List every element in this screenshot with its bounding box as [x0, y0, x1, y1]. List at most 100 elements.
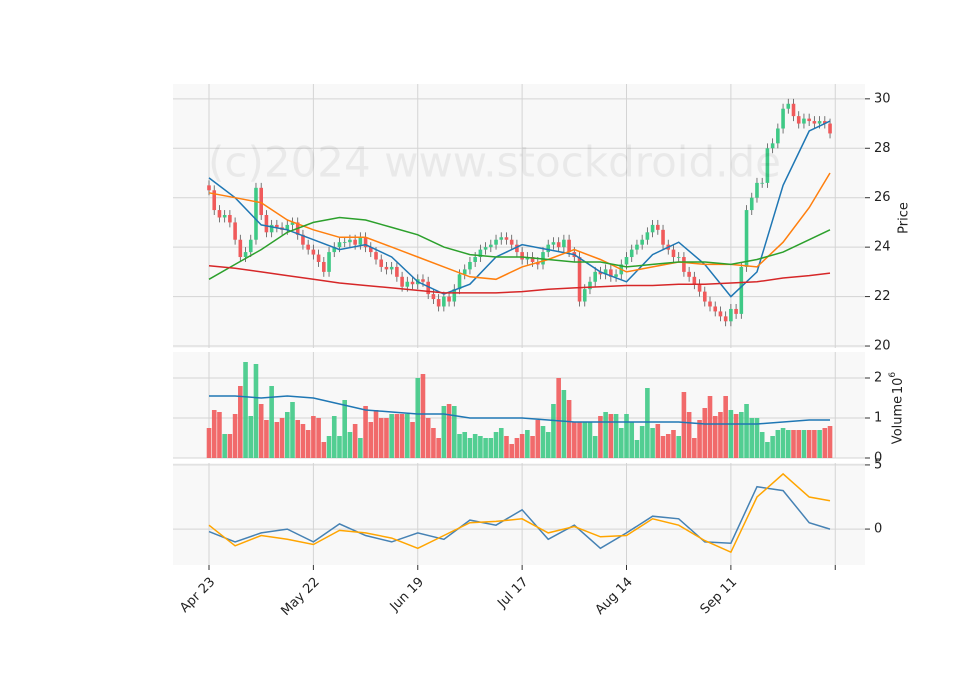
candle-body	[760, 182, 764, 184]
candle-body	[556, 242, 561, 248]
volume-bar	[264, 420, 269, 458]
candle-body	[796, 116, 801, 124]
volume-bar	[232, 414, 238, 458]
candle-body	[650, 224, 655, 233]
scale-base: 10	[891, 378, 906, 395]
volume-bar	[227, 434, 233, 458]
volume-bar	[373, 410, 379, 458]
candle-body	[499, 237, 504, 240]
volume-bar	[535, 420, 541, 458]
candle-body	[520, 252, 524, 260]
volume-bar	[472, 434, 478, 458]
volume-bar	[770, 436, 775, 458]
candle-body	[723, 316, 728, 322]
candle-body	[442, 296, 446, 307]
volume-bar	[812, 430, 817, 458]
volume-bar	[702, 408, 708, 458]
candle-body	[233, 222, 237, 240]
volume-bar	[733, 414, 739, 458]
candle-body	[269, 224, 274, 233]
volume-bar	[645, 388, 650, 458]
volume-bar	[556, 378, 561, 458]
candle-body	[395, 266, 399, 277]
volume-bar	[759, 432, 765, 458]
volume-bar	[692, 438, 697, 458]
volume-bar	[311, 416, 316, 458]
candle-body	[243, 252, 248, 258]
volume-bar	[509, 444, 514, 458]
candle-body	[363, 237, 368, 248]
volume-bar	[603, 412, 608, 458]
volume-bar	[394, 414, 400, 458]
volume-bar	[222, 434, 227, 458]
candle-body	[436, 299, 441, 307]
panel-background	[173, 463, 865, 565]
candle-body	[473, 257, 477, 262]
y-tick-label: 0	[874, 522, 882, 537]
volume-bar	[707, 396, 713, 458]
volume-bar	[545, 432, 551, 458]
volume-bar	[451, 406, 457, 458]
candle-body	[823, 121, 827, 124]
candle-body	[744, 210, 749, 267]
volume-bar	[504, 436, 509, 458]
x-tick-label: Apr 23	[177, 575, 218, 616]
x-tick-label: Aug 14	[593, 575, 636, 618]
volume-bar	[384, 418, 389, 458]
volume-bar	[660, 436, 666, 458]
candle-body	[374, 252, 378, 260]
candle-body	[828, 123, 832, 134]
volume-bar	[598, 416, 603, 458]
volume-bar	[488, 438, 494, 458]
volume-bar	[441, 406, 447, 458]
candle-body	[238, 239, 243, 258]
candle-body	[645, 232, 650, 240]
volume-bar	[211, 410, 217, 458]
volume-bar	[754, 418, 760, 458]
line	[208, 485, 831, 550]
volume-bar	[650, 428, 655, 458]
candle-body	[290, 222, 295, 225]
candle-body	[812, 121, 817, 124]
volume-bar	[780, 428, 786, 458]
candle-body	[640, 239, 644, 245]
candle-body	[687, 271, 691, 277]
y-tick-label: 24	[874, 240, 891, 255]
y-tick-label: 5	[874, 457, 882, 472]
volume-bar	[405, 414, 410, 458]
candle-body	[509, 239, 514, 245]
candle-body	[776, 128, 780, 144]
volume-bar	[206, 428, 212, 458]
candle-body	[697, 284, 702, 292]
volume-bar	[279, 418, 285, 458]
candle-body	[384, 266, 389, 270]
candle-body	[676, 257, 681, 258]
candle-body	[421, 279, 425, 282]
line	[208, 120, 831, 298]
volume-bar	[639, 426, 645, 458]
volume-bar	[493, 432, 499, 458]
candle-body	[624, 257, 629, 265]
candle-body	[452, 289, 457, 302]
candle-body	[614, 274, 618, 277]
candle-body	[692, 276, 697, 285]
candle-body	[708, 301, 712, 307]
y-tick-label: 28	[874, 141, 891, 156]
candle-body	[682, 257, 686, 272]
candle-body	[410, 281, 415, 285]
candle-body	[259, 187, 263, 216]
candle-body	[462, 269, 467, 275]
volume-bar	[629, 422, 635, 458]
y-tick-label: 22	[874, 289, 891, 304]
volume-bar	[618, 428, 624, 458]
volume-bar	[478, 436, 483, 458]
volume-bar	[806, 430, 812, 458]
volume-bar	[457, 434, 462, 458]
volume-bar	[665, 434, 671, 458]
x-tick-label: Jun 19	[387, 575, 427, 615]
line	[208, 264, 831, 294]
volume-bar	[321, 442, 327, 458]
candle-body	[311, 249, 316, 255]
volume-bar	[676, 436, 681, 458]
